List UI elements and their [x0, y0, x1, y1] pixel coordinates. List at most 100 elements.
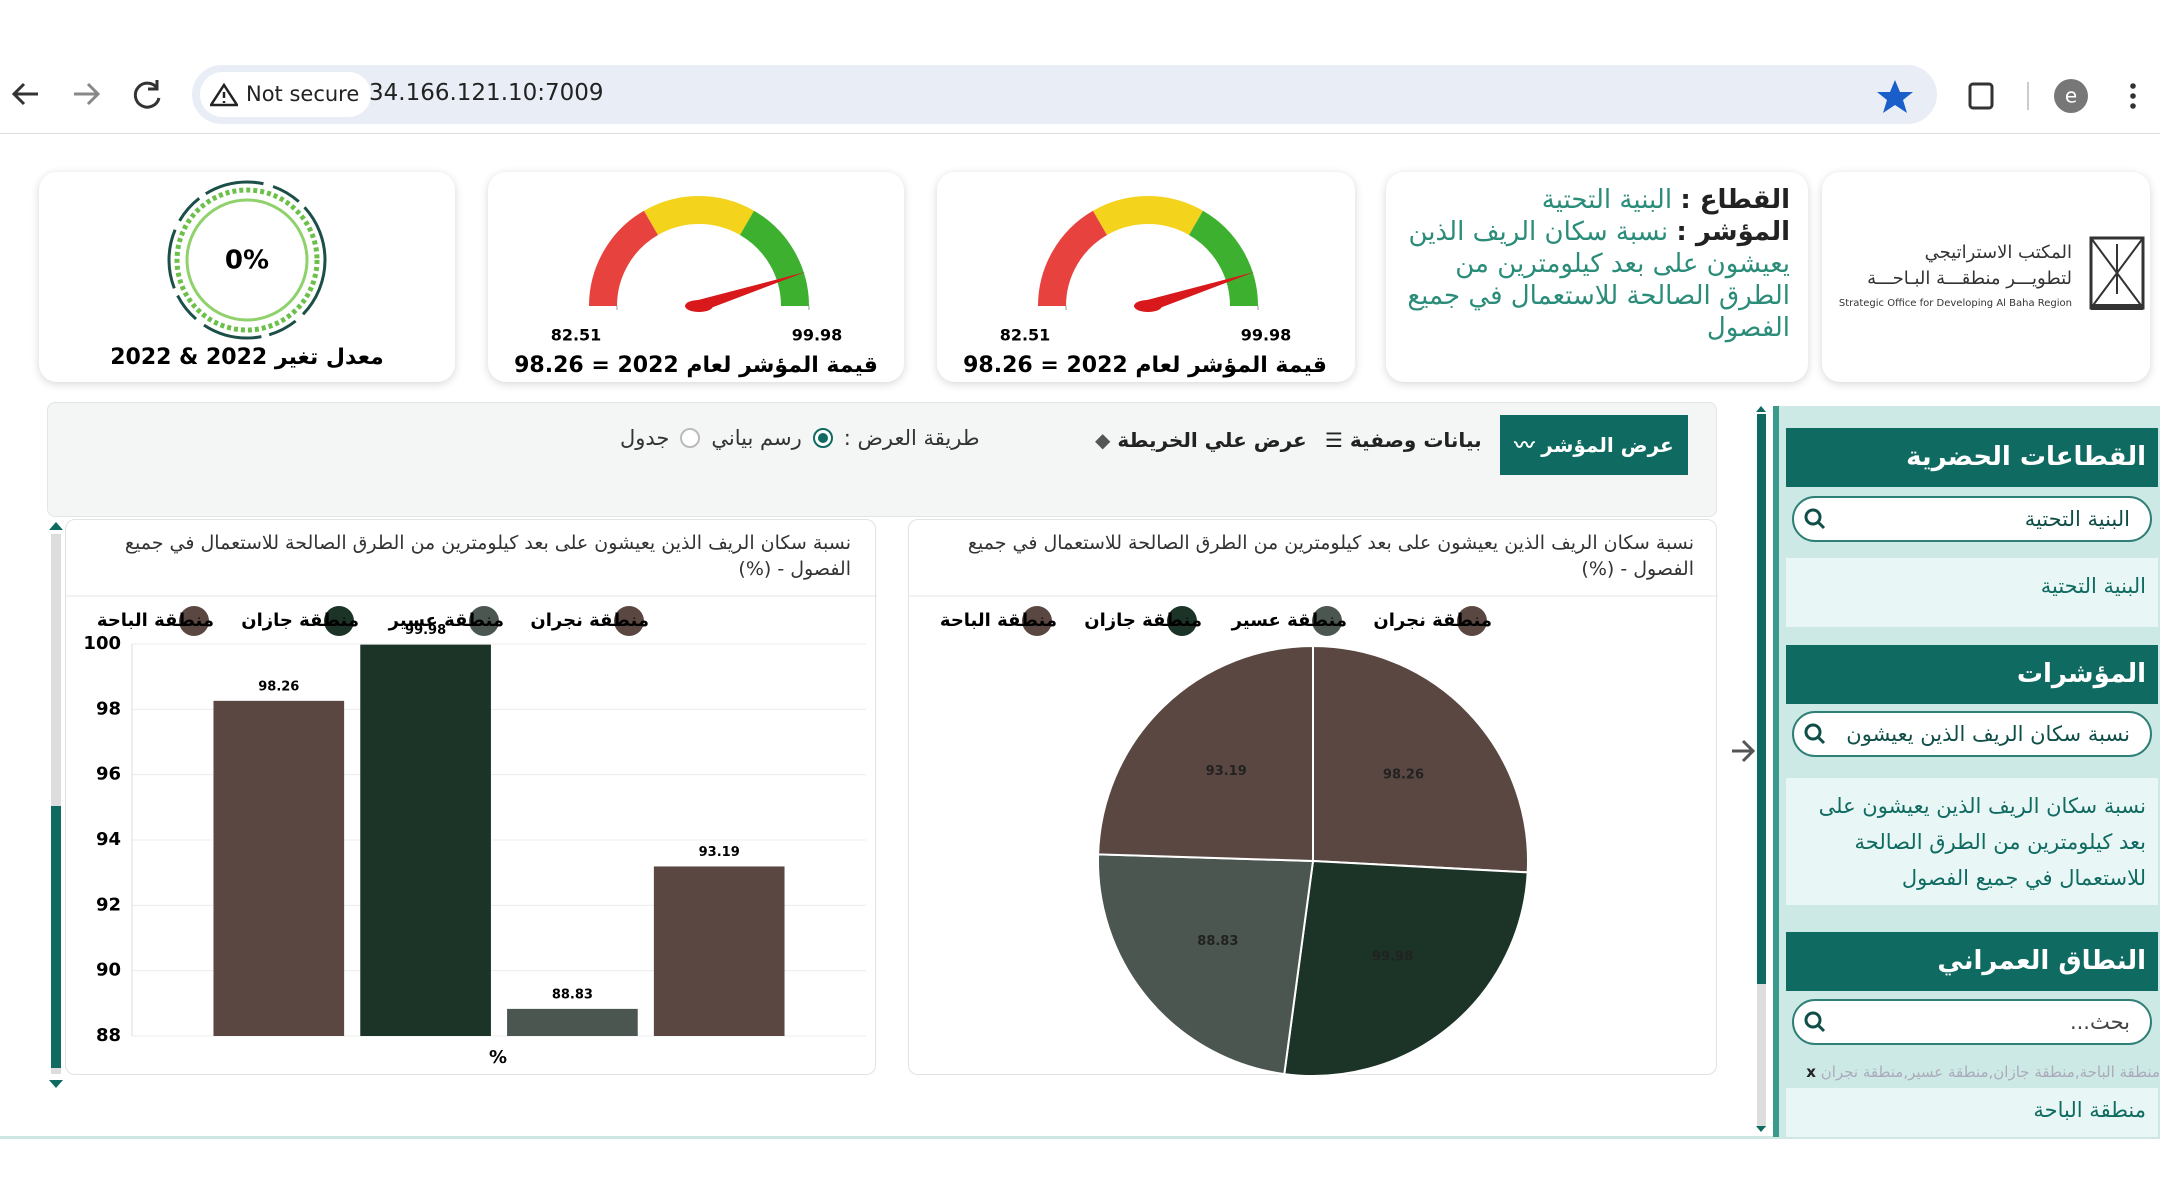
map-view-button[interactable]: عرض علي الخريطة ◆: [1095, 428, 1307, 452]
gauge-band: [1038, 210, 1108, 307]
reload-icon[interactable]: [133, 80, 161, 109]
indicator-row: المؤشر : نسبة سكان الريف الذين يعيشون عل…: [1404, 216, 1790, 344]
collapse-arrow[interactable]: [1732, 739, 1756, 763]
decoration: [1756, 406, 1766, 412]
pie-panel: نسبة سكان الريف الذين يعيشون على بعد كيل…: [908, 519, 1718, 1076]
forward-icon[interactable]: [74, 82, 101, 106]
decoration: [167, 180, 327, 340]
security-chip[interactable]: Not secure: [200, 72, 372, 117]
decoration: [1757, 414, 1766, 984]
option-chart[interactable]: رسم بياني: [711, 426, 802, 450]
gauge-min: 82.51: [1000, 326, 1051, 345]
legend-swatch: [1457, 606, 1487, 636]
change-ring: 0% معدل تغير 2022 & 2022: [110, 180, 384, 370]
legend-label: منطقة عسير: [388, 610, 504, 631]
sector-label: القطاع :: [1680, 185, 1790, 215]
gauge-caption: قيمة المؤشر لعام 2022 = 98.26: [963, 353, 1327, 378]
search-box[interactable]: بحث...: [1792, 999, 2152, 1045]
gauge-band: [589, 210, 659, 307]
bar-value-label: 99.98: [405, 623, 446, 638]
sector-value: البنية التحتية: [1541, 185, 1673, 215]
option-table[interactable]: جدول: [620, 426, 670, 450]
gauge-needle: [1146, 271, 1255, 312]
bar-panel: نسبة سكان الريف الذين يعيشون على بعد كيل…: [65, 519, 877, 1075]
search-box[interactable]: البنية التحتية: [1792, 496, 2152, 542]
change-caption: معدل تغير 2022 & 2022: [110, 345, 383, 370]
legend-label: منطقة جازان: [1084, 610, 1202, 631]
url[interactable]: 34.166.121.10:7009: [369, 80, 604, 106]
x-axis-label: %: [489, 1047, 507, 1068]
decoration: [680, 428, 701, 448]
gauge-band: [1093, 196, 1203, 236]
menu-dot: [2130, 103, 2136, 109]
list-item[interactable]: نسبة سكان الريف الذين يعيشون على بعد كيل…: [1786, 778, 2158, 905]
y-tick-label: 100: [83, 633, 121, 654]
list-item[interactable]: منطقة الباحة: [1786, 1088, 2158, 1137]
logo-line2: لتطويـــر منطقـــة البـاحـــة: [1867, 268, 2072, 289]
nav-icons: [11, 80, 161, 109]
decoration: [1816, 735, 1826, 745]
display-mode: طريقة العرض : رسم بياني جدول: [620, 426, 980, 450]
slice-label: 93.19: [1206, 764, 1247, 779]
list-item[interactable]: البنية التحتية: [1786, 558, 2158, 627]
search-box[interactable]: نسبة سكان الريف الذين يعيشون: [1792, 711, 2152, 757]
section-title: المؤشرات: [1786, 645, 2158, 704]
decoration: [1816, 520, 1826, 530]
pie-slice: [1283, 859, 1529, 1076]
decoration: [49, 522, 63, 530]
logo-icon: [2089, 236, 2145, 310]
radio-selected[interactable]: [812, 427, 834, 449]
y-tick-label: 96: [96, 764, 121, 785]
show-indicator-button[interactable]: عرض المؤشر 〰: [1500, 415, 1688, 475]
pie-slice: [1097, 853, 1315, 1076]
button-label: عرض المؤشر: [1541, 433, 1674, 457]
indicator-label: المؤشر :: [1676, 217, 1790, 247]
button-label: عرض علي الخريطة: [1117, 428, 1307, 452]
selected-text: منطقة الباحة,منطقة جازان,منطقة عسير,منطق…: [1820, 1063, 2160, 1081]
avatar[interactable]: [2054, 79, 2088, 113]
bookmark-star[interactable]: [1877, 80, 1913, 113]
pie-slice: [1097, 644, 1314, 863]
decoration: [1816, 1023, 1826, 1033]
logo-line3: Strategic Office for Developing Al Baha …: [1838, 298, 2072, 309]
radio[interactable]: [679, 427, 701, 449]
bar-value-label: 93.19: [699, 845, 740, 860]
change-card: 0% معدل تغير 2022 & 2022: [39, 172, 455, 382]
address-bar[interactable]: [192, 65, 1937, 124]
back-icon[interactable]: [11, 82, 38, 106]
decoration: [1804, 508, 1822, 526]
legend-swatch: [179, 606, 209, 636]
gauge-card: 82.51 99.98 قيمة المؤشر لعام 2022 = 98.26: [488, 172, 904, 382]
bar-value-label: 88.83: [552, 987, 593, 1002]
page-bottom-line: [0, 1136, 2160, 1139]
decoration: [2091, 304, 2143, 310]
legend-swatch: [324, 606, 354, 636]
toolbar: [47, 402, 1717, 517]
extensions-icon[interactable]: [1968, 82, 1994, 110]
y-tick-label: 88: [96, 1025, 121, 1046]
change-value: 0%: [225, 246, 269, 276]
decoration: [1804, 508, 1826, 1033]
avatar-letter: e: [2065, 84, 2077, 108]
decoration: [185, 198, 309, 322]
needle-base: [1134, 300, 1162, 312]
legend-swatch: [1312, 606, 1342, 636]
display-mode-label: طريقة العرض :: [843, 426, 980, 450]
clear-button[interactable]: x: [1806, 1063, 1816, 1081]
menu-dot[interactable]: [2130, 83, 2136, 89]
y-tick-label: 94: [96, 829, 121, 850]
left-scrollbar[interactable]: [46, 520, 66, 1092]
legend-label: منطقة عسير: [1231, 610, 1347, 631]
gauge-needle: [697, 271, 806, 312]
legend-swatch: [1167, 606, 1197, 636]
bar: [507, 1008, 638, 1036]
decoration: [174, 187, 320, 333]
bar: [360, 644, 491, 1036]
gauge: 82.51 99.98 قيمة المؤشر لعام 2022 = 98.26: [963, 196, 1327, 378]
gauge-min: 82.51: [551, 326, 602, 345]
sector-card: القطاع : البنية التحتية المؤشر : نسبة سك…: [1386, 172, 1808, 382]
legend-label: منطقة نجران: [530, 610, 649, 631]
map-icon: ◆: [1095, 428, 1111, 452]
metadata-button[interactable]: بيانات وصفية ☰: [1325, 428, 1482, 452]
